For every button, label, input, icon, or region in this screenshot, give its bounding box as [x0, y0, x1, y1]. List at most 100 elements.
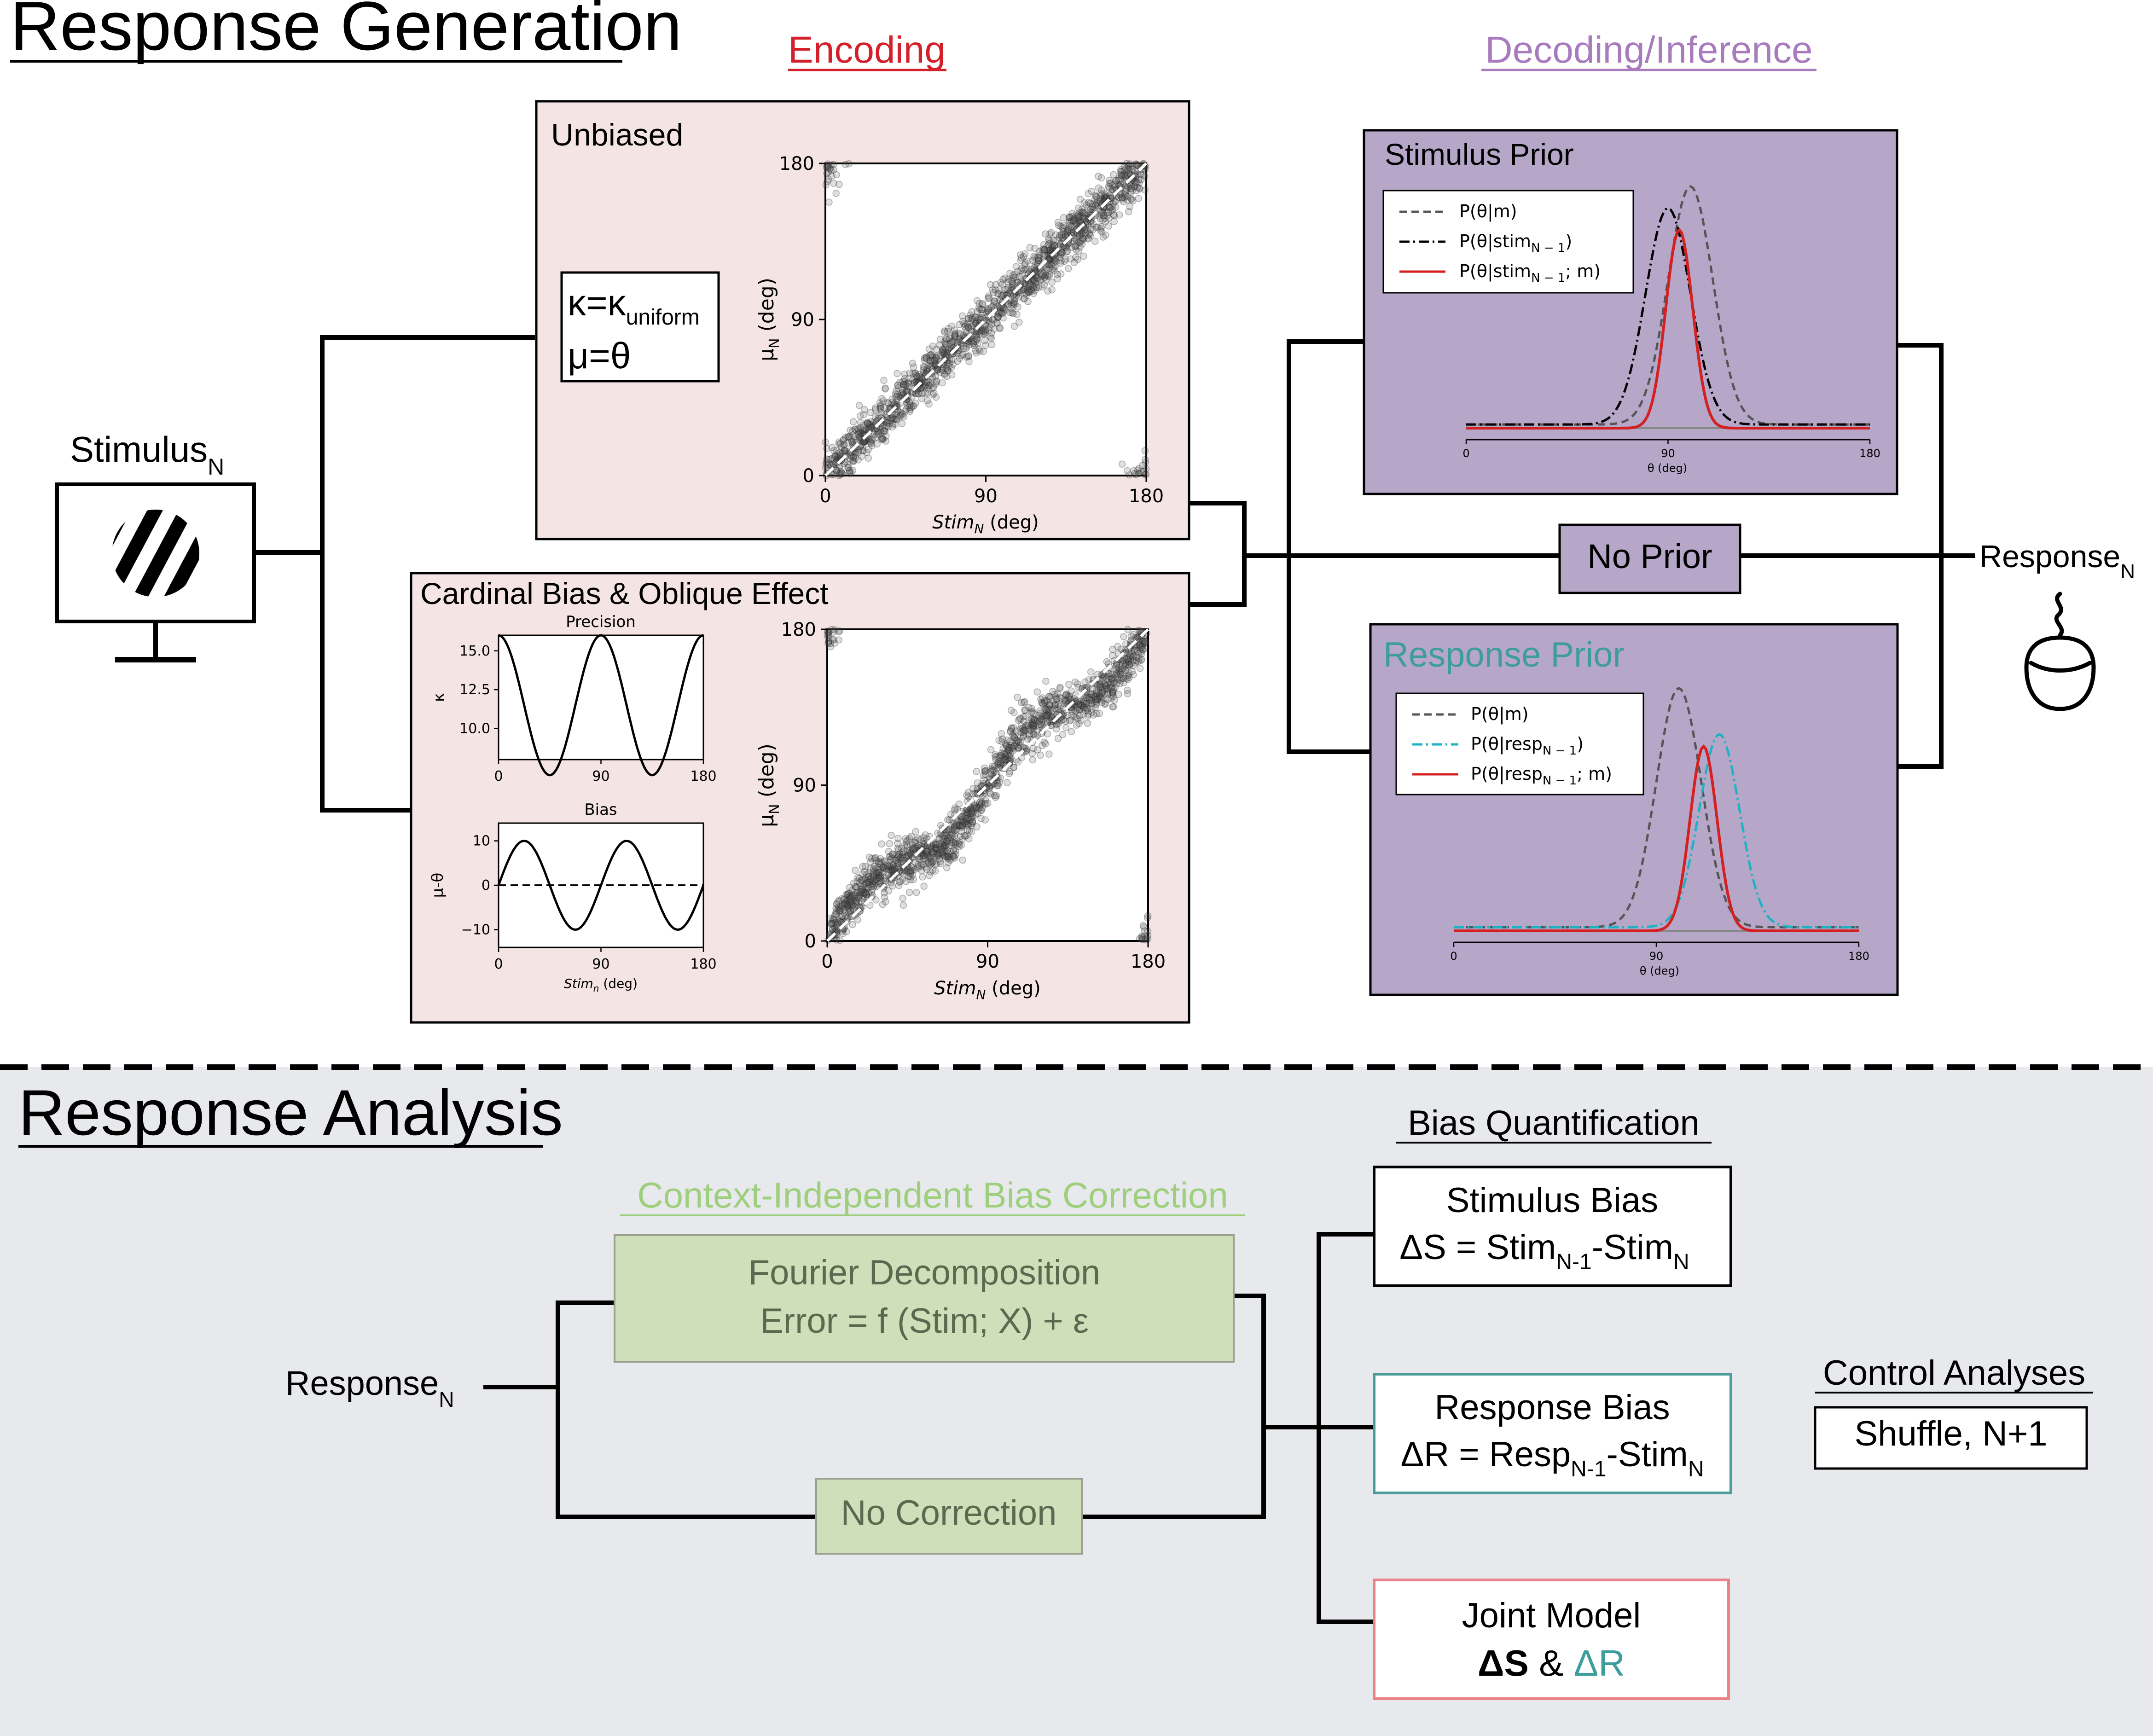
unbiased-scatter-point [1081, 225, 1089, 233]
unbiased-scatter-point [969, 314, 976, 321]
cardinal-scatter-point [824, 640, 832, 647]
unbiased-scatter-point [944, 346, 952, 354]
unbiased-scatter-point [1089, 200, 1097, 208]
cardinal-scatter-ytick: 90 [793, 775, 816, 796]
unbiased-scatter-point [823, 455, 830, 463]
unbiased-scatter-point [1052, 255, 1059, 262]
unbiased-scatter-point [1128, 196, 1135, 203]
unbiased-scatter-point [859, 443, 866, 451]
unbiased-scatter-point [1101, 194, 1109, 202]
cardinal-scatter-point [1021, 698, 1028, 705]
generation-title: Response Generation [10, 0, 682, 64]
unbiased-scatter-point [960, 344, 967, 352]
unbiased-scatter-point [846, 467, 853, 474]
unbiased-scatter-point [910, 363, 917, 371]
unbiased-scatter-point [849, 418, 857, 425]
unbiased-scatter-point [1106, 176, 1113, 184]
unbiased-scatter-point [1096, 212, 1103, 220]
cardinal-scatter-point [991, 792, 998, 799]
cardinal-scatter-point [1014, 693, 1021, 701]
unbiased-scatter-point [1128, 166, 1136, 173]
unbiased-scatter-point [909, 376, 917, 384]
cardinal-scatter-point [1074, 704, 1082, 712]
unbiased-scatter-point [949, 360, 957, 368]
cardinal-scatter-point [889, 854, 897, 862]
cardinal-scatter-point [859, 886, 866, 893]
unbiased-scatter-point [933, 378, 940, 386]
unbiased-scatter-point [894, 390, 901, 398]
unbiased-scatter-point [1135, 176, 1143, 184]
unbiased-scatter-point [1080, 252, 1087, 260]
unbiased-scatter-point [1013, 292, 1020, 299]
unbiased-scatter-point [1080, 235, 1087, 243]
unbiased-scatter-point [832, 190, 840, 197]
unbiased-scatter-point [1108, 203, 1116, 210]
unbiased-scatter-point [894, 382, 902, 389]
unbiased-scatter-point [1126, 184, 1134, 192]
unbiased-scatter-point [1046, 230, 1054, 238]
unbiased-scatter-point [923, 365, 931, 373]
unbiased-scatter-point [1094, 223, 1102, 231]
cardinal-scatter-point [1120, 633, 1127, 640]
response-prior-legend: P(θ|m) P(θ|respN − 1) P(θ|respN − 1; m) [1395, 692, 1644, 795]
unbiased-scatter-point [867, 424, 875, 431]
unbiased-scatter-point [1139, 171, 1147, 178]
cardinal-scatter-point [878, 840, 885, 848]
cardinal-scatter-point [1012, 727, 1020, 735]
unbiased-scatter-point [1017, 286, 1025, 294]
unbiased-scatter-point [1007, 277, 1015, 284]
cardinal-scatter-xtick: 180 [1131, 951, 1166, 972]
cardinal-scatter-point [1045, 750, 1053, 758]
unbiased-scatter-point [1062, 248, 1070, 256]
unbiased-scatter-point [932, 394, 940, 401]
unbiased-scatter-point [940, 350, 948, 358]
unbiased-scatter-point [839, 470, 846, 477]
unbiased-scatter-point [1062, 255, 1069, 263]
unbiased-scatter-point [1065, 226, 1073, 233]
unbiased-scatter-point [992, 281, 999, 289]
unbiased-scatter-point [1110, 171, 1117, 179]
unbiased-scatter-point [1016, 319, 1023, 326]
cardinal-scatter-point [921, 840, 929, 848]
unbiased-scatter-point [941, 371, 948, 378]
unbiased-scatter-point [932, 354, 940, 362]
unbiased-scatter-point [822, 464, 830, 472]
unbiased-scatter-point [980, 328, 987, 335]
cardinal-scatter-point [1062, 690, 1070, 698]
unbiased-scatter-point [892, 393, 900, 401]
unbiased-scatter-point [1050, 256, 1057, 264]
unbiased-scatter-point [873, 430, 881, 438]
unbiased-scatter-point [942, 349, 950, 356]
unbiased-scatter-point [1054, 219, 1062, 226]
unbiased-scatter-point [860, 422, 867, 429]
unbiased-scatter-point [1011, 294, 1019, 302]
unbiased-scatter-point [1135, 470, 1143, 477]
unbiased-scatter-point [1095, 173, 1102, 180]
unbiased-scatter-point [1075, 212, 1082, 220]
unbiased-scatter-point [1017, 256, 1025, 264]
unbiased-scatter-point [948, 322, 956, 330]
cardinal-scatter-point [865, 878, 872, 886]
unbiased-scatter-point [896, 413, 904, 420]
cardinal-scatter-point [882, 858, 889, 866]
unbiased-scatter-point [822, 438, 830, 446]
unbiased-scatter-point [997, 279, 1004, 286]
cardinal-scatter-point [1016, 742, 1024, 749]
unbiased-scatter-point [840, 435, 847, 443]
cardinal-scatter-point [1109, 703, 1116, 711]
unbiased-scatter-point [1008, 305, 1016, 313]
unbiased-scatter-point [923, 378, 931, 386]
unbiased-scatter-point [944, 367, 952, 374]
unbiased-scatter-point [1091, 192, 1099, 199]
unbiased-scatter-point [1120, 163, 1128, 171]
stimulus-prior-legend: P(θ|m) P(θ|stimN − 1) P(θ|stimN − 1; m) [1382, 190, 1634, 294]
unbiased-scatter-point [890, 415, 898, 423]
unbiased-scatter-point [1026, 244, 1033, 251]
unbiased-scatter-point [909, 369, 917, 377]
unbiased-scatter-point [1037, 276, 1044, 284]
unbiased-scatter-point [823, 459, 830, 466]
unbiased-scatter-point [1045, 273, 1053, 280]
cardinal-scatter-point [888, 831, 895, 839]
unbiased-scatter-point [1134, 183, 1141, 191]
unbiased-scatter-point [1066, 213, 1074, 221]
